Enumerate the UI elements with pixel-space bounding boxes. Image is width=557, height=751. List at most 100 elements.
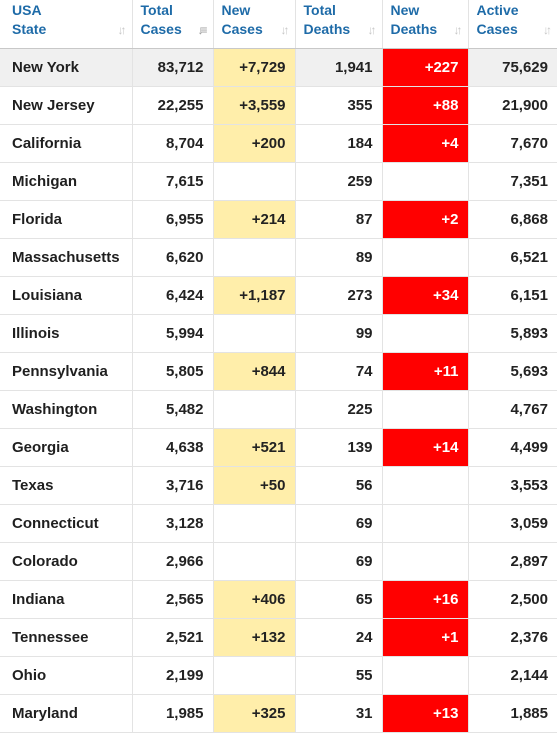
new-cases-cell bbox=[213, 656, 296, 695]
active-cases-cell: 6,151 bbox=[468, 276, 557, 315]
new-cases-cell bbox=[213, 162, 296, 201]
sort-desc-icon[interactable]: ↓≡ bbox=[197, 23, 207, 37]
sort-icon[interactable]: ↓↑ bbox=[117, 23, 127, 37]
total-deaths-cell: 87 bbox=[295, 200, 383, 239]
header-new-deaths[interactable]: New Deaths ↓↑ bbox=[382, 0, 469, 49]
header-state-line1: USA bbox=[12, 2, 42, 18]
table-row: California 8,704 +200 184 +4 7,670 bbox=[0, 124, 557, 163]
total-deaths-cell: 139 bbox=[295, 428, 383, 467]
new-cases-cell: +50 bbox=[213, 466, 296, 505]
table-row: Georgia 4,638 +521 139 +14 4,499 bbox=[0, 428, 557, 467]
sort-icon[interactable]: ↓↑ bbox=[367, 23, 377, 37]
active-cases-cell: 75,629 bbox=[468, 48, 557, 87]
active-cases-cell: 7,351 bbox=[468, 162, 557, 201]
table-row: New Jersey 22,255 +3,559 355 +88 21,900 bbox=[0, 86, 557, 125]
header-total-deaths[interactable]: Total Deaths ↓↑ bbox=[295, 0, 383, 49]
header-total-cases[interactable]: Total Cases ↓≡ bbox=[132, 0, 214, 49]
new-deaths-cell: +227 bbox=[382, 48, 469, 87]
state-cell: New York bbox=[0, 48, 133, 87]
new-deaths-cell bbox=[382, 390, 469, 429]
total-deaths-cell: 31 bbox=[295, 694, 383, 733]
header-active-cases-line2: Cases bbox=[476, 21, 518, 37]
total-cases-cell: 2,966 bbox=[132, 542, 214, 581]
new-deaths-cell: +2 bbox=[382, 200, 469, 239]
total-deaths-cell: 99 bbox=[295, 314, 383, 353]
table-row: Florida 6,955 +214 87 +2 6,868 bbox=[0, 200, 557, 239]
new-cases-cell: +132 bbox=[213, 618, 296, 657]
table-row: Michigan 7,615 259 7,351 bbox=[0, 162, 557, 201]
new-cases-cell bbox=[213, 390, 296, 429]
new-deaths-cell bbox=[382, 504, 469, 543]
active-cases-cell: 6,868 bbox=[468, 200, 557, 239]
new-deaths-cell bbox=[382, 314, 469, 353]
table-row: Louisiana 6,424 +1,187 273 +34 6,151 bbox=[0, 276, 557, 315]
active-cases-cell: 1,885 bbox=[468, 694, 557, 733]
sort-icon[interactable]: ↓↑ bbox=[280, 23, 290, 37]
table-row: Indiana 2,565 +406 65 +16 2,500 bbox=[0, 580, 557, 619]
active-cases-cell: 5,893 bbox=[468, 314, 557, 353]
active-cases-cell: 3,059 bbox=[468, 504, 557, 543]
header-new-deaths-line1: New bbox=[390, 2, 420, 18]
table-row: Illinois 5,994 99 5,893 bbox=[0, 314, 557, 353]
total-deaths-cell: 69 bbox=[295, 542, 383, 581]
state-cell: Florida bbox=[0, 200, 133, 239]
new-deaths-cell bbox=[382, 466, 469, 505]
active-cases-cell: 2,144 bbox=[468, 656, 557, 695]
state-cell: California bbox=[0, 124, 133, 163]
header-new-cases-line2: Cases bbox=[221, 21, 263, 37]
sort-icon[interactable]: ↓↑ bbox=[453, 23, 463, 37]
total-deaths-cell: 65 bbox=[295, 580, 383, 619]
total-cases-cell: 5,994 bbox=[132, 314, 214, 353]
new-deaths-cell: +11 bbox=[382, 352, 469, 391]
covid-usa-states-table: USA State ↓↑ Total Cases ↓≡ New Cases ↓↑… bbox=[0, 0, 557, 733]
header-active-cases[interactable]: Active Cases ↓↑ bbox=[468, 0, 557, 49]
state-cell: Pennsylvania bbox=[0, 352, 133, 391]
active-cases-cell: 21,900 bbox=[468, 86, 557, 125]
new-deaths-cell: +88 bbox=[382, 86, 469, 125]
header-total-cases-line1: Total bbox=[140, 2, 173, 18]
header-total-deaths-line1: Total bbox=[303, 2, 336, 18]
total-cases-cell: 6,620 bbox=[132, 238, 214, 277]
new-cases-cell: +521 bbox=[213, 428, 296, 467]
header-active-cases-line1: Active bbox=[476, 2, 519, 18]
active-cases-cell: 4,767 bbox=[468, 390, 557, 429]
active-cases-cell: 7,670 bbox=[468, 124, 557, 163]
active-cases-cell: 4,499 bbox=[468, 428, 557, 467]
new-deaths-cell: +16 bbox=[382, 580, 469, 619]
header-state[interactable]: USA State ↓↑ bbox=[0, 0, 133, 49]
state-cell: Texas bbox=[0, 466, 133, 505]
table-row: Texas 3,716 +50 56 3,553 bbox=[0, 466, 557, 505]
active-cases-cell: 2,897 bbox=[468, 542, 557, 581]
total-deaths-cell: 1,941 bbox=[295, 48, 383, 87]
total-deaths-cell: 184 bbox=[295, 124, 383, 163]
total-cases-cell: 22,255 bbox=[132, 86, 214, 125]
new-deaths-cell: +1 bbox=[382, 618, 469, 657]
new-cases-cell bbox=[213, 504, 296, 543]
state-cell: Maryland bbox=[0, 694, 133, 733]
total-deaths-cell: 225 bbox=[295, 390, 383, 429]
active-cases-cell: 5,693 bbox=[468, 352, 557, 391]
state-cell: New Jersey bbox=[0, 86, 133, 125]
state-cell: Indiana bbox=[0, 580, 133, 619]
total-cases-cell: 5,805 bbox=[132, 352, 214, 391]
total-deaths-cell: 74 bbox=[295, 352, 383, 391]
header-total-deaths-line2: Deaths bbox=[303, 21, 351, 37]
table-row: Colorado 2,966 69 2,897 bbox=[0, 542, 557, 581]
table-row: Pennsylvania 5,805 +844 74 +11 5,693 bbox=[0, 352, 557, 391]
new-cases-cell: +844 bbox=[213, 352, 296, 391]
total-cases-cell: 8,704 bbox=[132, 124, 214, 163]
total-cases-cell: 2,565 bbox=[132, 580, 214, 619]
active-cases-cell: 2,376 bbox=[468, 618, 557, 657]
total-cases-cell: 5,482 bbox=[132, 390, 214, 429]
sort-icon[interactable]: ↓↑ bbox=[543, 23, 552, 37]
state-cell: Illinois bbox=[0, 314, 133, 353]
new-cases-cell: +3,559 bbox=[213, 86, 296, 125]
header-new-cases-line1: New bbox=[221, 2, 251, 18]
total-cases-cell: 1,985 bbox=[132, 694, 214, 733]
new-deaths-cell: +14 bbox=[382, 428, 469, 467]
new-cases-cell: +1,187 bbox=[213, 276, 296, 315]
total-deaths-cell: 55 bbox=[295, 656, 383, 695]
new-deaths-cell: +4 bbox=[382, 124, 469, 163]
header-new-cases[interactable]: New Cases ↓↑ bbox=[213, 0, 296, 49]
table-row: Ohio 2,199 55 2,144 bbox=[0, 656, 557, 695]
